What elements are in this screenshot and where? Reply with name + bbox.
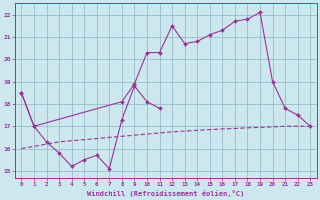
X-axis label: Windchill (Refroidissement éolien,°C): Windchill (Refroidissement éolien,°C) — [87, 190, 244, 197]
